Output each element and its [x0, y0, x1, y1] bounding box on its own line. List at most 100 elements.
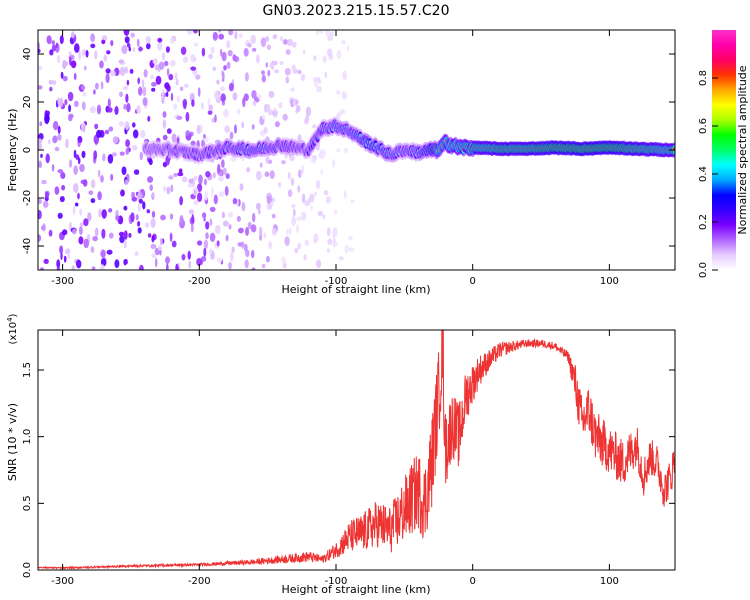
noise-blob	[227, 50, 233, 57]
noise-blob	[112, 136, 119, 144]
noise-blob	[162, 52, 165, 61]
noise-blob	[212, 31, 218, 41]
noise-blob	[182, 98, 188, 107]
noise-blob	[224, 186, 229, 196]
noise-blob	[244, 259, 249, 269]
noise-blob	[131, 145, 138, 151]
noise-blob	[96, 104, 102, 115]
noise-blob	[212, 172, 216, 179]
noise-blob	[274, 69, 280, 74]
noise-blob	[173, 172, 178, 177]
colorbar-ticks: 0.0 0.2 0.4 0.6 0.8	[698, 70, 718, 278]
noise-blob	[239, 183, 244, 191]
noise-blob	[312, 77, 319, 82]
x-tick-label: -100	[325, 276, 348, 287]
noise-blob	[82, 91, 87, 97]
noise-blob	[260, 37, 266, 48]
noise-blob	[326, 248, 330, 253]
noise-blob	[205, 171, 211, 178]
noise-blob	[261, 115, 266, 120]
noise-blob	[108, 208, 113, 213]
noise-blob	[72, 228, 77, 235]
colorbar-tick-label: 0.0	[698, 262, 709, 278]
noise-blob	[48, 139, 51, 144]
noise-blob	[62, 75, 68, 82]
noise-blob	[243, 47, 249, 57]
x-tick-label: -300	[51, 576, 74, 587]
noise-blob	[107, 107, 113, 113]
noise-blob	[99, 264, 105, 270]
noise-blob	[133, 169, 140, 175]
noise-blob	[344, 244, 349, 254]
noise-blob	[223, 65, 227, 71]
noise-blob	[137, 221, 141, 227]
noise-blob	[193, 200, 199, 206]
noise-blob	[214, 225, 221, 234]
noise-blob	[201, 212, 207, 219]
noise-blob	[57, 134, 62, 141]
noise-blob	[307, 197, 311, 204]
x-tick-label: 0	[470, 276, 476, 287]
noise-blob	[313, 55, 317, 61]
noise-blob	[155, 75, 162, 85]
noise-blob	[73, 165, 78, 176]
noise-blob	[38, 198, 42, 204]
noise-blob	[57, 97, 60, 106]
noise-blob	[214, 114, 217, 123]
noise-blob	[41, 179, 47, 185]
noise-blob	[54, 146, 60, 152]
noise-blob	[232, 197, 238, 205]
noise-blob	[97, 191, 102, 201]
noise-blob	[348, 236, 353, 241]
noise-blob	[228, 261, 232, 270]
noise-blob	[221, 211, 225, 219]
noise-blob	[289, 155, 295, 162]
noise-blob	[216, 240, 220, 247]
noise-blob	[168, 175, 174, 180]
noise-blob	[73, 183, 79, 193]
noise-blob	[173, 103, 178, 110]
noise-blob	[291, 41, 297, 48]
noise-blob	[203, 247, 207, 257]
spectrogram-marks	[38, 30, 675, 270]
noise-blob	[201, 47, 206, 57]
colorbar-tick-label: 0.4	[698, 166, 709, 182]
noise-blob	[92, 236, 98, 242]
noise-blob	[216, 79, 220, 85]
noise-blob	[90, 179, 96, 189]
noise-blob	[51, 40, 55, 45]
noise-blob	[152, 58, 158, 65]
noise-blob	[166, 263, 169, 270]
noise-blob	[334, 209, 338, 215]
noise-blob	[205, 232, 209, 240]
noise-blob	[193, 189, 197, 195]
noise-blob	[174, 72, 178, 81]
noise-blob	[137, 77, 140, 85]
noise-blob	[77, 192, 80, 200]
noise-blob	[177, 172, 184, 177]
noise-blob	[100, 81, 104, 90]
noise-blob	[88, 190, 94, 195]
noise-blob	[187, 250, 191, 260]
noise-blob	[101, 228, 106, 239]
noise-blob	[79, 226, 83, 236]
noise-blob	[171, 240, 177, 248]
noise-blob	[272, 34, 278, 40]
noise-blob	[342, 70, 348, 81]
noise-blob	[162, 134, 168, 141]
spectrogram-ylabel: Frequency (Hz)	[6, 109, 19, 192]
noise-blob	[334, 241, 338, 247]
noise-blob	[222, 220, 229, 227]
noise-blob	[259, 226, 263, 237]
noise-blob	[279, 61, 284, 65]
noise-blob	[168, 73, 174, 81]
noise-blob	[90, 33, 95, 42]
noise-blob	[90, 246, 95, 254]
noise-blob	[77, 157, 81, 165]
noise-blob	[38, 142, 42, 151]
noise-blob	[339, 109, 346, 115]
noise-blob	[256, 202, 261, 211]
noise-blob	[232, 54, 237, 62]
noise-blob	[278, 102, 283, 108]
snr-series-line	[38, 330, 675, 570]
